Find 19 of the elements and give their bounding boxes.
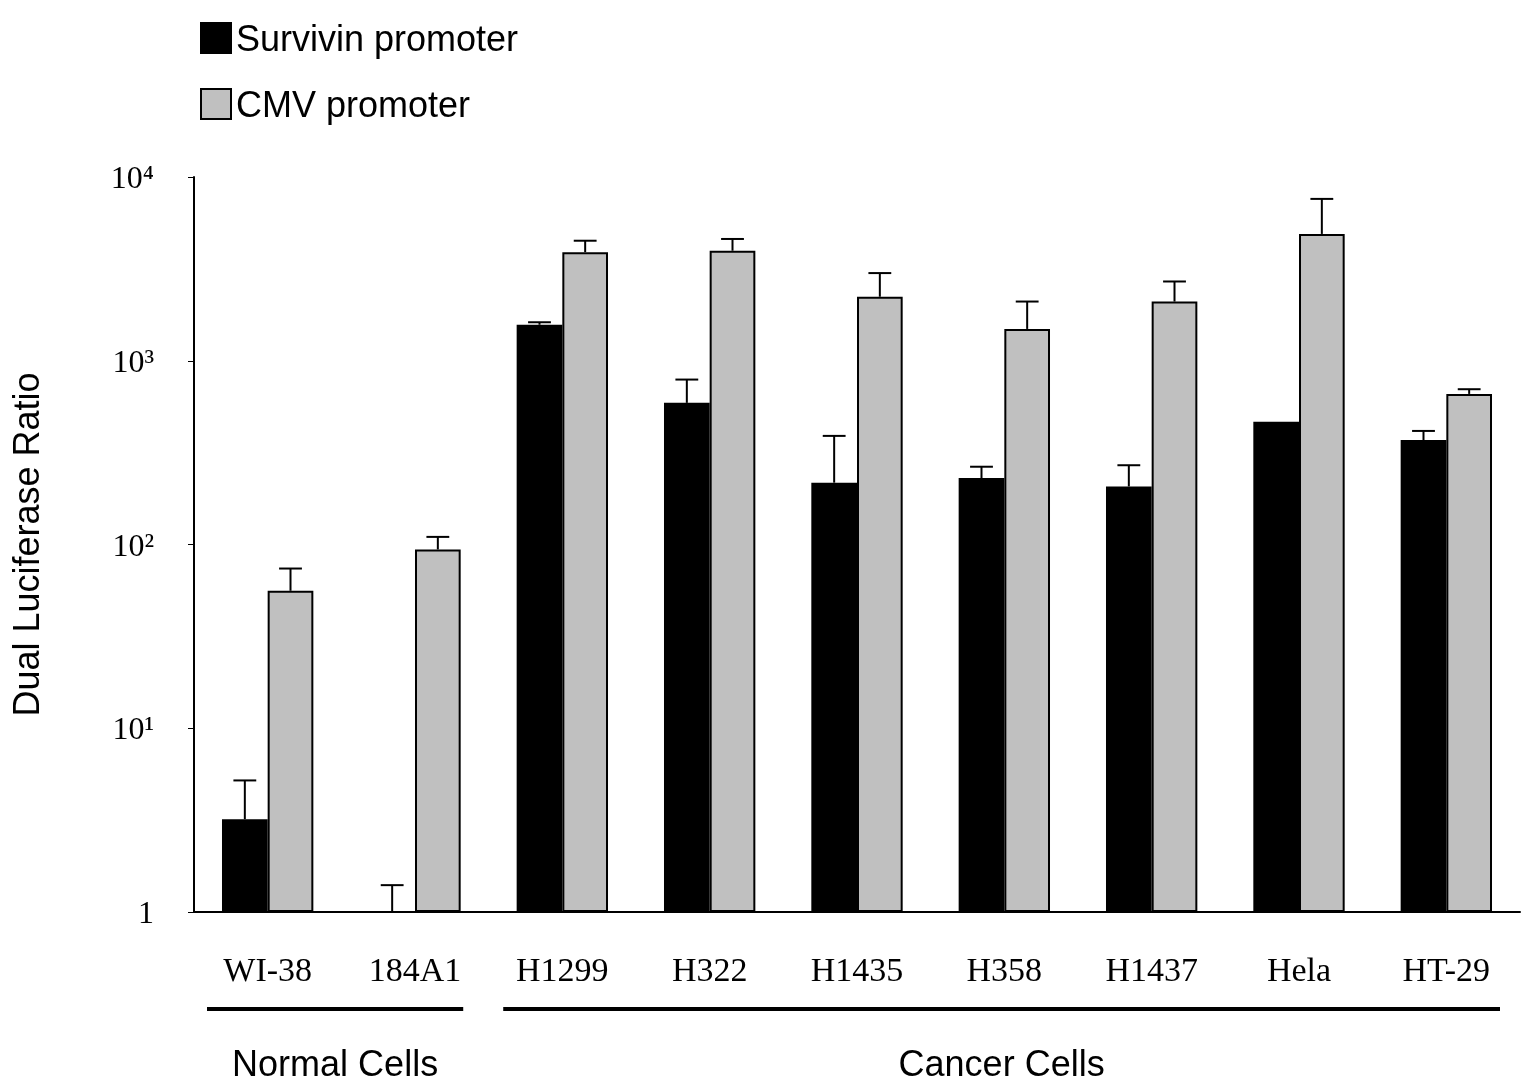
y-tick-label: 10¹	[112, 710, 154, 747]
x-tick-label: Hela	[1266, 950, 1332, 988]
y-tick-label: 10²	[112, 526, 154, 563]
x-tick-label: H1437	[1105, 950, 1198, 988]
y-tick-label: 10⁴	[110, 159, 154, 195]
legend-label: CMV promoter	[236, 83, 471, 125]
x-tick-label: WI-38	[223, 950, 313, 988]
legend-label: Survivin promoter	[236, 17, 519, 59]
y-tick-label: 10³	[112, 342, 154, 379]
x-tick-label: 184A1	[368, 950, 462, 988]
x-tick-label: H358	[966, 950, 1043, 988]
x-tick-label: H1435	[810, 950, 904, 988]
y-tick-label: 1	[138, 894, 154, 930]
y-axis-title: Dual Luciferase Ratio	[5, 372, 47, 717]
text: Cancer Cells	[898, 1042, 1105, 1084]
x-tick-label: HT-29	[1402, 950, 1491, 988]
text: Normal Cells	[232, 1042, 439, 1084]
x-tick-label: H1299	[516, 950, 609, 988]
x-tick-label: H322	[671, 950, 748, 988]
